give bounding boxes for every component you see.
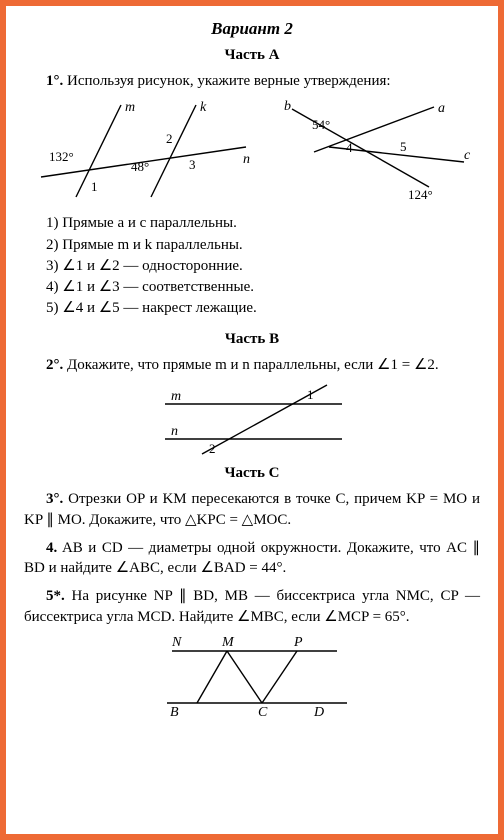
- svg-text:2: 2: [209, 441, 216, 456]
- part-c-title: Часть С: [24, 463, 480, 483]
- svg-text:C: C: [258, 705, 268, 717]
- svg-text:3: 3: [189, 157, 196, 172]
- q1-opt3: 3) ∠1 и ∠2 — односторонние.: [46, 256, 480, 276]
- q5-text: 5*. На рисунке NP ∥ BD, MB — биссектриса…: [24, 586, 480, 627]
- part-a-title: Часть А: [24, 45, 480, 65]
- svg-text:B: B: [170, 705, 179, 717]
- q1-opt5: 5) ∠4 и ∠5 — накрест лежащие.: [46, 298, 480, 318]
- q4-body: AB и CD — диаметры одной окружности. Док…: [24, 540, 480, 576]
- part-b-title: Часть В: [24, 329, 480, 349]
- svg-text:2: 2: [166, 131, 173, 146]
- q4-num: 4.: [46, 540, 57, 556]
- q1-text: 1°. Используя рисунок, укажите верные ут…: [24, 71, 480, 91]
- q1-figures: m k n 132° 48° 1 2 3 b a c 54° 124° 4 5: [24, 97, 480, 205]
- q3-text: 3°. Отрезки OP и KM пересекаются в точке…: [24, 489, 480, 530]
- svg-text:M: M: [221, 635, 235, 650]
- q3-body: Отрезки OP и KM пересекаются в точке C, …: [24, 491, 480, 527]
- q1-opt2: 2) Прямые m и k параллельны.: [46, 235, 480, 255]
- q1-body: Используя рисунок, укажите верные утвер­…: [67, 73, 391, 89]
- q1-fig-right: b a c 54° 124° 4 5: [274, 97, 474, 205]
- svg-text:n: n: [243, 152, 250, 167]
- q1-opt4: 4) ∠1 и ∠3 — соответственные.: [46, 277, 480, 297]
- variant-title: Вариант 2: [24, 18, 480, 41]
- q5-figure-wrap: N M P B C D: [24, 631, 480, 717]
- svg-text:1: 1: [91, 179, 98, 194]
- svg-text:132°: 132°: [49, 149, 74, 164]
- svg-text:48°: 48°: [131, 159, 149, 174]
- svg-text:m: m: [125, 100, 135, 115]
- svg-text:1: 1: [307, 387, 314, 402]
- svg-text:54°: 54°: [312, 117, 330, 132]
- q4-text: 4. AB и CD — диаметры одной окружности. …: [24, 538, 480, 579]
- q2-figure-wrap: m n 1 2: [24, 379, 480, 459]
- q2-figure: m n 1 2: [147, 379, 357, 459]
- q3-num: 3°.: [46, 491, 63, 507]
- svg-text:124°: 124°: [408, 187, 433, 202]
- svg-text:5: 5: [400, 139, 407, 154]
- q1-num: 1°.: [46, 73, 63, 89]
- svg-text:c: c: [464, 148, 471, 163]
- svg-text:P: P: [293, 635, 303, 650]
- svg-text:D: D: [313, 705, 324, 717]
- q5-body: На рисунке NP ∥ BD, MB — биссектриса угл…: [24, 588, 480, 624]
- q5-num: 5*.: [46, 588, 65, 604]
- q2-num: 2°.: [46, 357, 63, 373]
- q1-opt1: 1) Прямые a и c параллельны.: [46, 213, 480, 233]
- svg-text:a: a: [438, 101, 445, 116]
- svg-text:n: n: [171, 424, 178, 439]
- q2-body: Докажите, что прямые m и n параллельны, …: [67, 357, 439, 373]
- q1-fig-left: m k n 132° 48° 1 2 3: [31, 97, 261, 205]
- svg-text:b: b: [284, 99, 291, 114]
- q5-figure: N M P B C D: [142, 631, 362, 717]
- svg-text:k: k: [200, 100, 207, 115]
- svg-text:N: N: [171, 635, 182, 650]
- svg-text:4: 4: [346, 140, 353, 155]
- svg-text:m: m: [171, 389, 181, 404]
- q2-text: 2°. Докажите, что прямые m и n параллель…: [24, 355, 480, 375]
